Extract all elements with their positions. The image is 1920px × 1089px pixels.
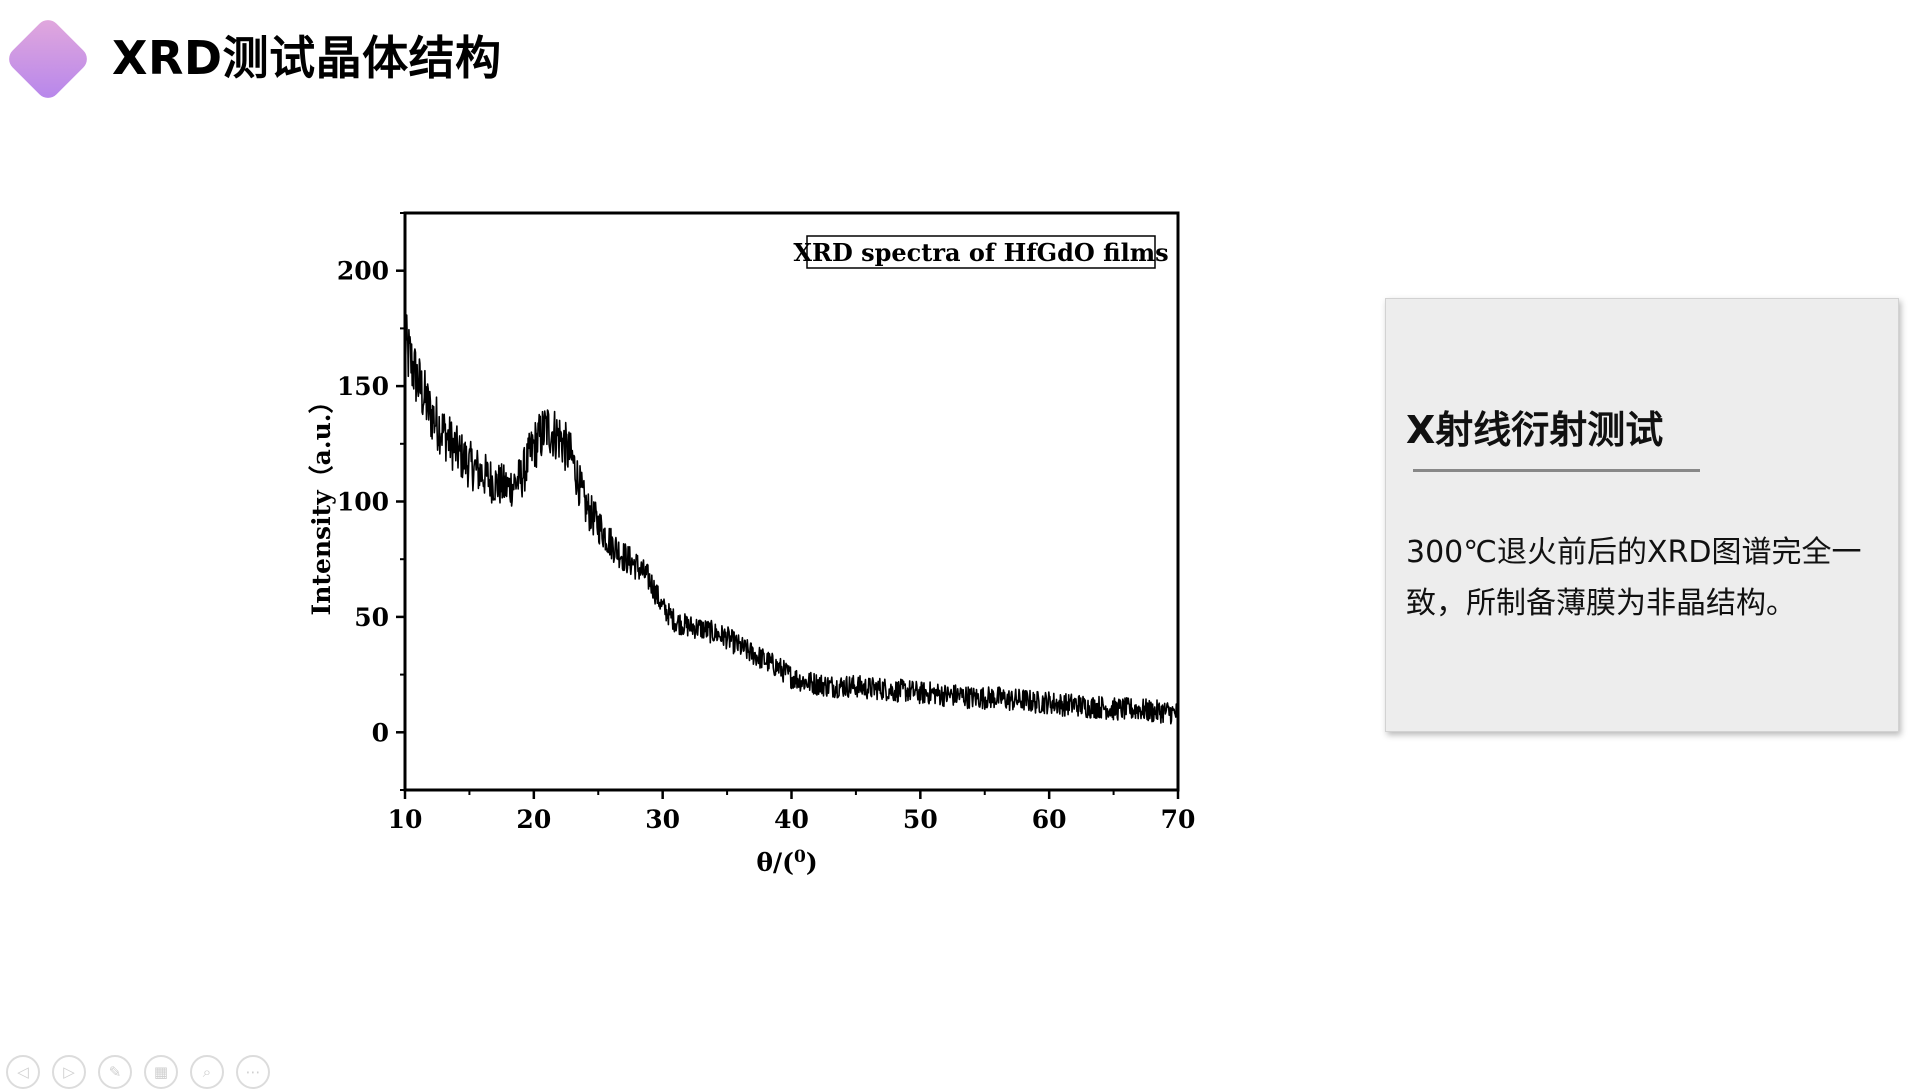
grid-icon: ▦ <box>153 1062 169 1081</box>
zoom-icon: ⌕ <box>202 1062 212 1081</box>
axis-ticks: 10 20 30 40 50 60 70 0 50 100 150 200 <box>337 212 1196 834</box>
legend-label: XRD spectra of HfGdO films <box>793 238 1168 267</box>
x-tick-label: 60 <box>1032 805 1067 834</box>
pen-icon: ✎ <box>108 1062 122 1081</box>
slideshow-toolbar: ◁ ▷ ✎ ▦ ⌕ ⋯ <box>6 1055 270 1089</box>
x-tick-label: 70 <box>1161 805 1196 834</box>
legend-box <box>806 235 1156 269</box>
title-diamond-decoration <box>4 15 92 103</box>
x-axis-label: θ/(0) <box>756 847 817 877</box>
x-tick-label: 10 <box>388 805 423 834</box>
x-tick-label: 40 <box>774 805 809 834</box>
xrd-chart: 10 20 30 40 50 60 70 0 50 100 150 200 XRD spectra o… <box>307 211 1196 877</box>
y-tick-label: 150 <box>337 372 389 401</box>
y-axis-label: Intensity（a.u.） <box>307 389 336 616</box>
previous-icon: ◁ <box>17 1062 29 1081</box>
previous-slide-button[interactable]: ◁ <box>6 1055 40 1089</box>
card-divider <box>1413 469 1700 472</box>
slide-overview-button[interactable]: ▦ <box>144 1055 178 1089</box>
y-tick-label: 0 <box>372 718 389 747</box>
x-tick-label: 50 <box>903 805 938 834</box>
card-heading: X射线衍射测试 <box>1406 408 1664 452</box>
x-axis-label-close: ) <box>806 848 818 877</box>
xrd-series-line <box>404 314 1179 725</box>
card-body-text: 300℃退火前后的XRD图谱完全一致，所制备薄膜为非晶结构。 <box>1406 535 1862 621</box>
y-tick-label: 100 <box>337 488 389 517</box>
next-slide-button[interactable]: ▷ <box>52 1055 86 1089</box>
y-tick-label: 200 <box>337 257 389 286</box>
zoom-button[interactable]: ⌕ <box>190 1055 224 1089</box>
more-icon: ⋯ <box>245 1062 261 1081</box>
x-tick-label: 20 <box>516 805 551 834</box>
info-card: X射线衍射测试 300℃退火前后的XRD图谱完全一致，所制备薄膜为非晶结构。 <box>1385 298 1899 732</box>
page-title: XRD测试晶体结构 <box>112 31 502 85</box>
x-axis-label-main: θ/( <box>756 848 794 877</box>
x-axis-label-superscript: 0 <box>794 847 806 867</box>
y-tick-label: 50 <box>354 603 389 632</box>
x-tick-label: 30 <box>645 805 680 834</box>
more-options-button[interactable]: ⋯ <box>236 1055 270 1089</box>
pen-tool-button[interactable]: ✎ <box>98 1055 132 1089</box>
next-icon: ▷ <box>63 1062 75 1081</box>
plot-area <box>404 314 1179 725</box>
